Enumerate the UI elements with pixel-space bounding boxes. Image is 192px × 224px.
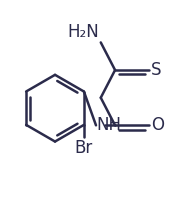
Text: Br: Br	[75, 139, 93, 157]
Text: H₂N: H₂N	[67, 23, 99, 41]
Text: NH: NH	[97, 116, 122, 134]
Text: O: O	[151, 116, 164, 134]
Text: S: S	[151, 61, 162, 79]
